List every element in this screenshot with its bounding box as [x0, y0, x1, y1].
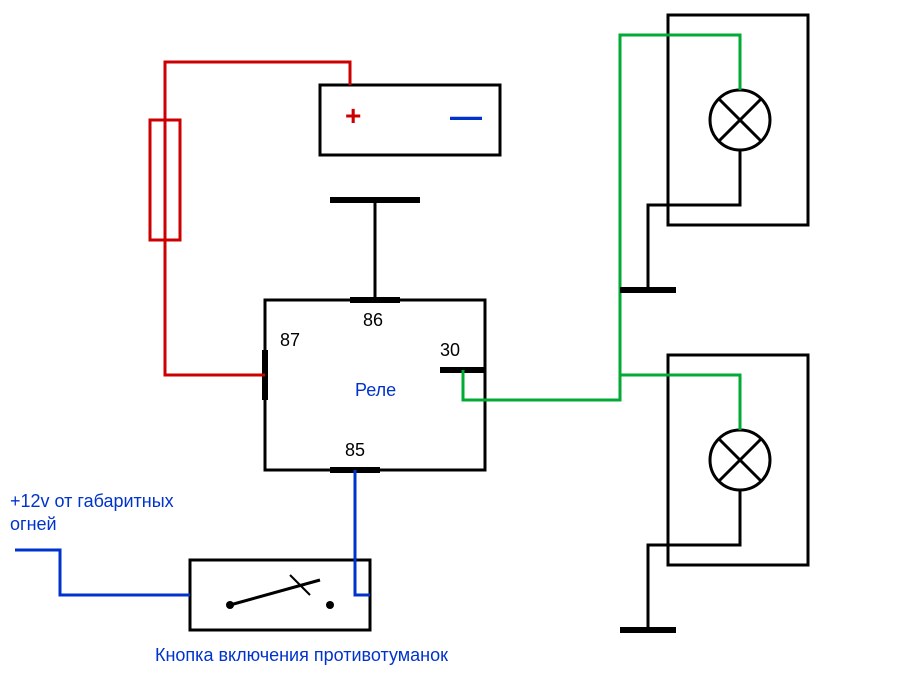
pin-87-label: 87: [280, 330, 300, 351]
wire-green-lamp1: [463, 35, 740, 400]
switch-label: Кнопка включения противотуманок: [155, 645, 448, 666]
wire-blue-85: [355, 470, 370, 595]
pin-85-label: 85: [345, 440, 365, 461]
wire-red-bottom: [165, 240, 265, 375]
pin-86-label: 86: [363, 310, 383, 331]
pin-30-label: 30: [440, 340, 460, 361]
wire-lamp1-out: [648, 150, 740, 290]
battery-minus: —: [450, 98, 482, 135]
battery-plus: +: [345, 100, 361, 132]
wire-lamp2-out: [648, 490, 740, 630]
switch-box: [190, 560, 370, 630]
wire-red-top: [165, 62, 350, 120]
relay-label: Реле: [355, 380, 396, 401]
power-in-label: +12v от габаритных огней: [10, 490, 174, 537]
wire-green-lamp2: [620, 375, 740, 430]
wire-blue-12v: [15, 550, 190, 595]
switch-contact-right: [326, 601, 334, 609]
